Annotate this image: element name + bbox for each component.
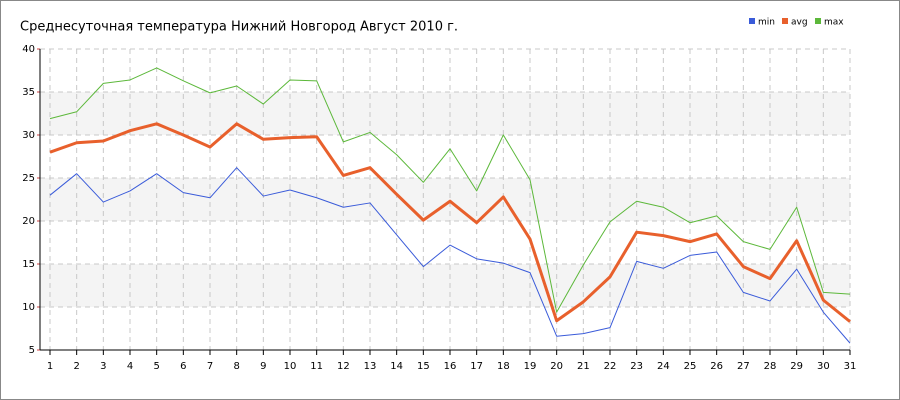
legend-swatch [782, 18, 788, 24]
x-tick-label: 18 [497, 361, 510, 372]
x-tick-label: 3 [100, 361, 106, 372]
x-tick-label: 27 [737, 361, 750, 372]
x-tick-label: 25 [684, 361, 697, 372]
x-tick-label: 22 [604, 361, 617, 372]
legend-swatch [749, 18, 755, 24]
x-tick-label: 20 [550, 361, 563, 372]
x-tick-label: 4 [127, 361, 133, 372]
x-tick-label: 9 [260, 361, 266, 372]
legend-label: avg [791, 18, 808, 28]
chart-title: Среднесуточная температура Нижний Новгор… [20, 20, 458, 35]
series-line [49, 167, 851, 344]
x-tick-label: 10 [284, 361, 297, 372]
y-tick-label: 15 [22, 259, 35, 270]
y-tick-label: 35 [22, 87, 35, 98]
x-tick-label: 30 [817, 361, 830, 372]
x-tick-label: 23 [630, 361, 643, 372]
x-tick-label: 21 [577, 361, 590, 372]
x-tick-label: 11 [310, 361, 323, 372]
x-tick-label: 16 [444, 361, 457, 372]
series-line [49, 122, 851, 323]
x-tick-label: 15 [417, 361, 430, 372]
x-tick-label: 14 [390, 361, 403, 372]
x-tick-label: 6 [180, 361, 186, 372]
x-tick-label: 7 [207, 361, 213, 372]
y-tick-label: 20 [22, 216, 35, 227]
x-tick-label: 29 [790, 361, 803, 372]
y-tick-label: 10 [22, 302, 35, 313]
y-tick-label: 25 [22, 173, 35, 184]
x-tick-label: 19 [524, 361, 537, 372]
x-tick-label: 8 [233, 361, 239, 372]
y-tick-label: 40 [22, 44, 35, 55]
legend-swatch [815, 18, 821, 24]
x-tick-label: 2 [73, 361, 79, 372]
legend-label: max [824, 18, 844, 28]
y-tick-label: 30 [22, 130, 35, 141]
x-tick-label: 31 [844, 361, 857, 372]
band [40, 264, 850, 307]
x-tick-label: 17 [470, 361, 483, 372]
series-line [49, 67, 851, 313]
x-tick-label: 13 [364, 361, 377, 372]
x-tick-label: 5 [153, 361, 159, 372]
band [40, 92, 850, 135]
band [40, 178, 850, 221]
x-tick-label: 28 [764, 361, 777, 372]
x-tick-label: 12 [337, 361, 350, 372]
y-tick-label: 5 [29, 345, 35, 356]
x-tick-label: 26 [710, 361, 723, 372]
legend-label: min [758, 18, 775, 28]
x-tick-label: 24 [657, 361, 670, 372]
x-tick-label: 1 [47, 361, 53, 372]
